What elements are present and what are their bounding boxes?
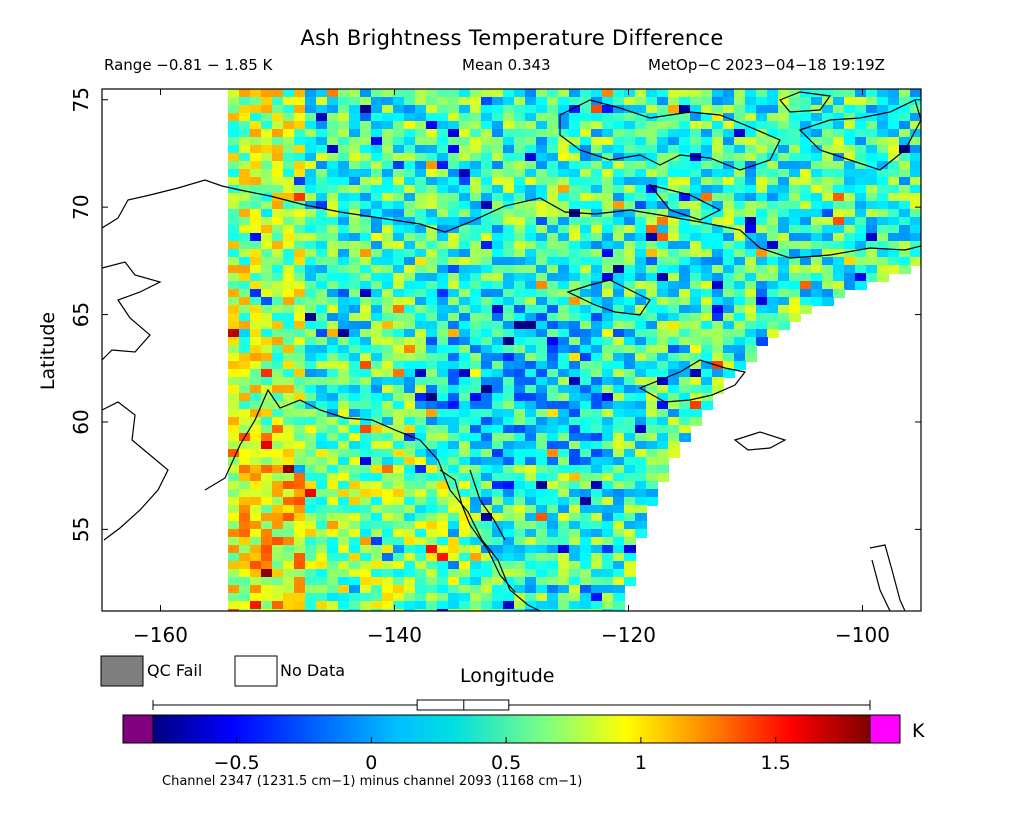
hudson-bay-coast — [638, 359, 787, 451]
colorbar-tick-label: 1.5 — [761, 752, 791, 774]
colorbar-tick-label: 0.5 — [491, 752, 521, 774]
mean-text: Mean 0.343 — [462, 56, 551, 74]
alaska-coastline — [102, 179, 921, 259]
colorbar-box — [416, 699, 510, 711]
great-slave-lake — [566, 279, 651, 316]
x-tick-label: −140 — [367, 623, 422, 647]
satellite-time-text: MetOp−C 2023−04−18 19:19Z — [648, 56, 885, 74]
no-data-label: No Data — [280, 661, 346, 680]
labrador-coast — [869, 544, 906, 611]
coastline-layer — [102, 91, 921, 611]
axis-ticks: −160 −140 −120 −100 55 60 65 70 75 — [69, 87, 921, 647]
alaska-south-coast — [204, 388, 541, 611]
swath-data-field — [228, 89, 921, 611]
panhandle-islands — [439, 469, 516, 593]
x-tick-label: −100 — [835, 623, 890, 647]
y-tick-label: 75 — [69, 87, 93, 112]
x-tick-label: −120 — [601, 623, 656, 647]
y-axis-label: Latitude — [37, 311, 59, 391]
y-tick-label: 65 — [69, 302, 93, 327]
qc-fail-label: QC Fail — [147, 661, 203, 680]
x-tick-label: −160 — [133, 623, 188, 647]
y-tick-label: 60 — [69, 409, 93, 434]
colorbar-tick-label: −0.5 — [213, 752, 259, 774]
alaska-west-coast — [102, 261, 169, 541]
range-text: Range −0.81 − 1.85 K — [104, 56, 273, 74]
y-tick-label: 70 — [69, 194, 93, 219]
colorbar-tick-label: 0 — [365, 752, 377, 774]
plot-frame — [101, 88, 922, 612]
y-tick-label: 55 — [69, 517, 93, 542]
chart-title: Ash Brightness Temperature Difference — [300, 26, 724, 50]
no-data-swatch — [234, 655, 278, 687]
channel-footnote: Channel 2347 (1231.5 cm−1) minus channel… — [162, 774, 583, 789]
colorbar-under-swatch — [122, 714, 154, 744]
colorbar-unit: K — [912, 720, 925, 742]
colorbar-tick-label: 1 — [635, 752, 647, 774]
colorbar-over-swatch — [869, 714, 901, 744]
colorbar-gradient — [152, 714, 871, 744]
qc-fail-swatch — [100, 655, 144, 687]
x-axis-label: Longitude — [460, 665, 555, 687]
arctic-islands — [559, 91, 921, 221]
colorbar: K −0.5 0 0.5 1 1.5 — [122, 699, 925, 774]
